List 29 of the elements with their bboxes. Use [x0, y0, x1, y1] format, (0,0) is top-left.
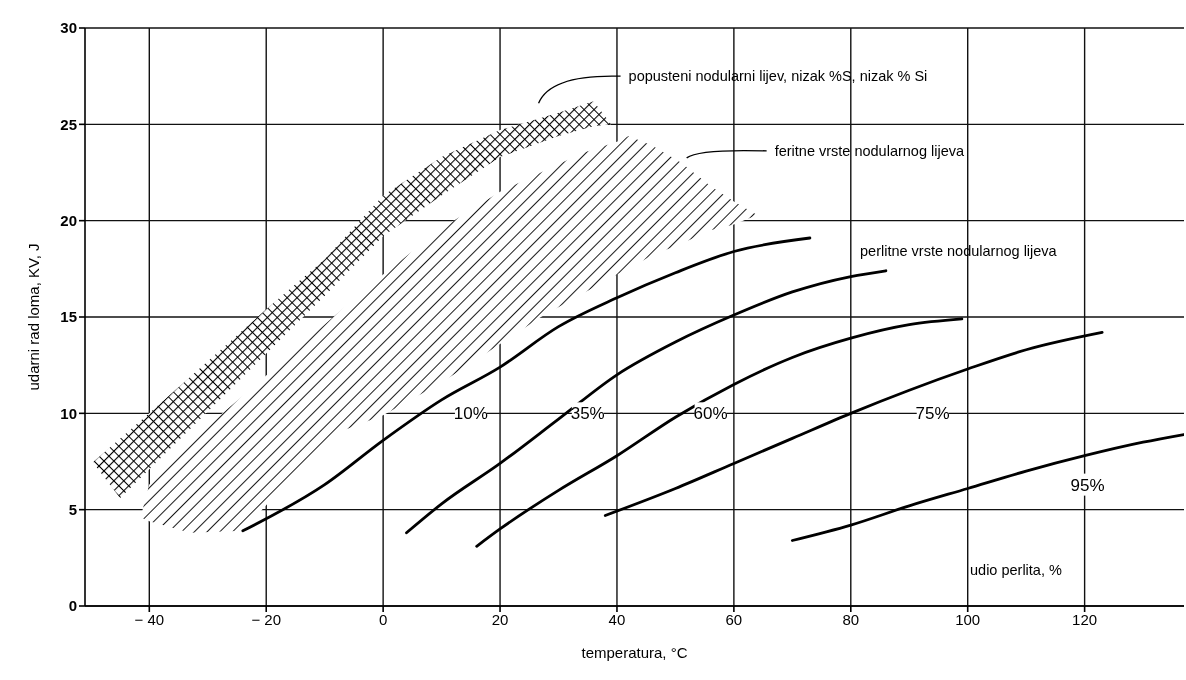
x-tick-label: 60	[725, 610, 743, 628]
annotation: 35%	[570, 404, 605, 424]
y-tick-label: 15	[60, 308, 77, 326]
line-series	[405, 269, 888, 535]
annotation: 60%	[693, 404, 728, 424]
x-axis-title: temperatura, °C	[581, 644, 688, 661]
annotation: 10%	[453, 404, 488, 424]
annotation: 75%	[915, 404, 950, 424]
legend-label: feritne vrste nodularnog lijeva	[774, 142, 965, 159]
annotation: 95%	[1070, 475, 1105, 495]
line-series	[790, 433, 1184, 542]
x-tick-label: 120	[1072, 610, 1098, 628]
line-series	[603, 331, 1104, 517]
y-tick-label: 10	[60, 404, 77, 422]
x-tick-label: 0	[378, 610, 388, 628]
y-tick-label: 20	[60, 211, 77, 229]
line-series	[241, 236, 812, 533]
y-tick-label: 5	[68, 500, 77, 518]
y-tick-label: 0	[68, 597, 77, 615]
y-tick-label: 30	[60, 19, 77, 37]
x-tick-label: 80	[842, 610, 860, 628]
x-tick-label: 20	[491, 610, 509, 628]
x-tick-label: − 40	[134, 610, 165, 628]
x-tick-label: 40	[608, 610, 626, 628]
x-tick-label: 100	[955, 610, 981, 628]
x-tick-label: − 20	[251, 610, 282, 628]
annotation: udio perlita, %	[970, 562, 1062, 578]
y-axis-title: udarni rad loma, KV, J	[25, 243, 43, 391]
y-tick-label: 25	[60, 115, 77, 133]
